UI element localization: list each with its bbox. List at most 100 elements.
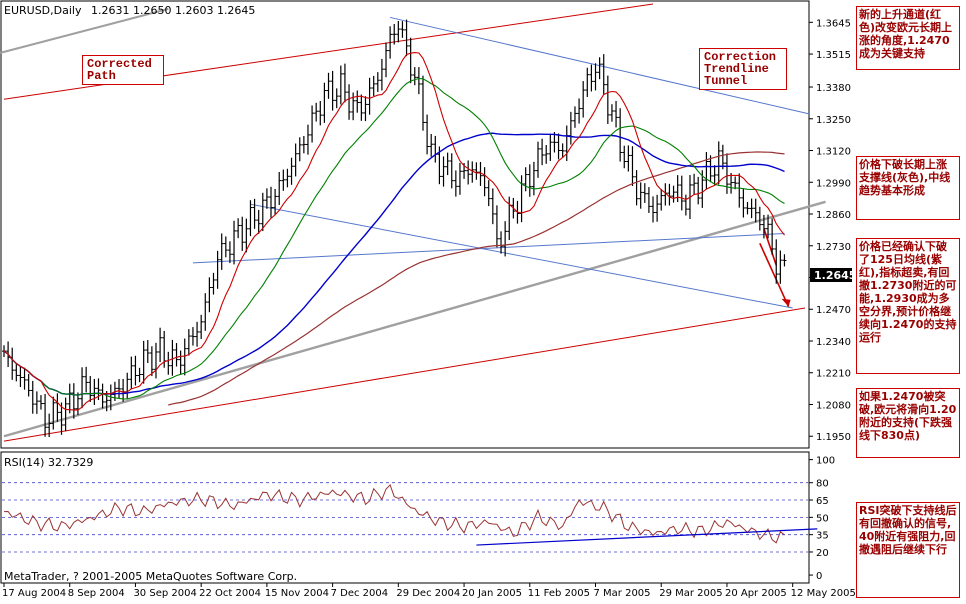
date-tick-label: 11 Feb 2005	[528, 588, 590, 599]
date-tick-label: 7 Dec 2004	[331, 588, 389, 599]
price-bar	[560, 143, 565, 159]
rsi-tick-label: 50	[816, 513, 829, 524]
price-bar	[92, 378, 97, 405]
price-bar	[18, 365, 23, 388]
date-tick-label: 29 Dec 2004	[396, 588, 460, 599]
price-bar	[153, 342, 158, 379]
current-price-label: 1.2645	[814, 269, 856, 282]
price-bar	[133, 355, 138, 386]
price-bar	[314, 102, 319, 122]
price-bar	[449, 153, 454, 189]
price-bar	[342, 63, 347, 103]
correction-tunnel-label: Correction Trendline Tunnel	[699, 48, 787, 90]
price-bar	[388, 26, 393, 59]
price-bar	[626, 145, 631, 172]
price-bar	[716, 141, 721, 185]
price-bar	[404, 19, 409, 57]
forecast-arrow-line	[759, 242, 790, 308]
horizontal-support-line	[192, 233, 785, 264]
price-bar	[474, 162, 479, 180]
price-bar	[753, 198, 758, 223]
price-bar	[326, 72, 331, 99]
price-bar	[429, 133, 434, 157]
symbol-header: EURUSD,Daily 1.2631 1.2650 1.2603 1.2645	[4, 4, 255, 17]
price-bar	[355, 90, 360, 113]
price-bar	[540, 138, 545, 166]
price-bar	[659, 189, 664, 211]
price-bar	[232, 220, 237, 265]
price-bar	[441, 156, 446, 187]
price-bar	[22, 367, 27, 390]
long-support-line	[3, 200, 826, 438]
price-bar	[770, 218, 775, 255]
price-bar	[310, 105, 315, 143]
price-bar	[651, 196, 656, 223]
rsi-tick-label: 65	[816, 496, 829, 507]
price-bar	[466, 160, 471, 185]
tunnel-lower-line	[250, 203, 793, 309]
price-bar	[655, 194, 660, 222]
price-bar	[581, 81, 586, 118]
note-long-support: 价格下破长期上涨支撑线(灰色),中线趋势基本形成	[856, 156, 960, 220]
ma125-line	[168, 151, 785, 406]
price-bar	[301, 135, 306, 154]
price-bar	[289, 157, 294, 185]
price-tick-label: 1.2990	[816, 178, 851, 189]
price-bar	[642, 183, 647, 203]
price-bar	[59, 402, 64, 435]
price-bar	[293, 143, 298, 177]
price-bar	[638, 182, 643, 209]
price-bar	[622, 145, 627, 169]
price-bar	[305, 124, 310, 155]
price-bar	[470, 161, 475, 183]
price-bar	[38, 395, 43, 410]
price-bar	[338, 65, 343, 105]
price-bar	[318, 100, 323, 126]
price-bar	[256, 209, 261, 234]
price-bar	[704, 152, 709, 190]
price-bar	[761, 214, 766, 239]
price-bar	[285, 168, 290, 188]
price-bar	[170, 339, 175, 376]
price-bar	[392, 24, 397, 45]
price-bars	[2, 19, 787, 438]
rsi-tick-label: 100	[816, 456, 835, 467]
price-bar	[494, 205, 499, 248]
price-bar	[782, 254, 787, 267]
price-bar	[63, 397, 68, 432]
price-bar	[720, 144, 725, 170]
price-tick-label: 1.3380	[816, 83, 851, 94]
price-bar	[158, 327, 163, 363]
price-bar	[71, 383, 76, 419]
price-bar	[367, 77, 372, 115]
price-tick-label: 1.3645	[816, 18, 851, 29]
price-bar	[457, 162, 462, 195]
price-bar	[30, 380, 35, 414]
price-bar	[379, 58, 384, 91]
price-bar	[708, 155, 713, 183]
price-bar	[207, 277, 212, 313]
rsi-line	[3, 483, 785, 544]
price-bar	[478, 161, 483, 186]
rsi-header: RSI(14) 32.7329	[4, 456, 93, 469]
price-bar	[178, 350, 183, 375]
price-bar	[273, 188, 278, 216]
price-bar	[605, 75, 610, 124]
price-bar	[223, 236, 228, 258]
price-bar	[149, 346, 154, 377]
price-bar	[67, 383, 72, 414]
date-tick-label: 20 Jan 2005	[462, 588, 522, 599]
date-tick-label: 29 Mar 2005	[659, 588, 722, 599]
price-bar	[420, 75, 425, 131]
price-bar	[696, 176, 701, 205]
price-bar	[322, 82, 327, 123]
price-bar	[589, 64, 594, 92]
price-bar	[490, 188, 495, 225]
date-tick-label: 8 Sep 2004	[68, 588, 125, 599]
price-bar	[683, 194, 688, 216]
price-bar	[34, 391, 39, 414]
price-bar	[400, 21, 405, 38]
price-bar	[269, 186, 273, 218]
price-bar	[593, 63, 598, 91]
